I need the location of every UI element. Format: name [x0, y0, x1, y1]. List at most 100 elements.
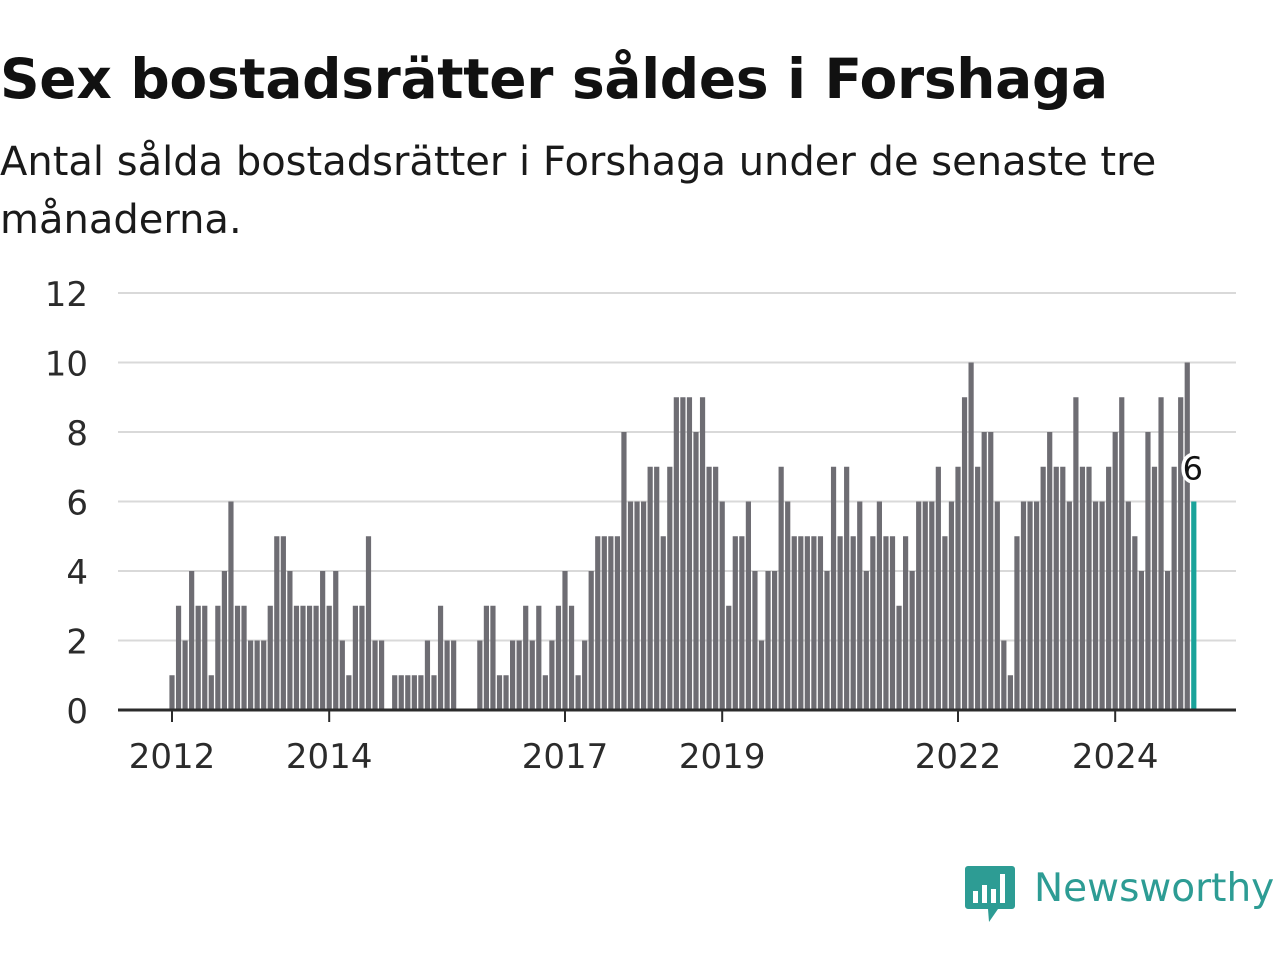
bar — [1007, 675, 1013, 710]
bar — [208, 675, 214, 710]
y-axis-labels: 0 2 4 6 8 10 12 — [45, 275, 88, 732]
bar — [870, 536, 876, 710]
x-tick-label: 2019 — [679, 737, 766, 777]
bar — [1112, 432, 1118, 710]
bar — [614, 536, 620, 710]
bar — [883, 536, 889, 710]
bar — [889, 536, 896, 710]
logo-wordmark: Newsworthy — [1034, 866, 1275, 911]
bar — [719, 501, 725, 710]
bar — [523, 605, 529, 710]
bar — [536, 605, 542, 710]
bar — [1151, 466, 1158, 710]
bar — [634, 501, 640, 710]
bar — [929, 501, 935, 710]
bar — [418, 675, 424, 710]
bar — [752, 571, 758, 710]
x-tick-label: 2022 — [915, 737, 1002, 777]
bar — [948, 501, 955, 710]
bar — [673, 397, 679, 710]
y-tick-label: 2 — [66, 623, 88, 663]
bar — [654, 466, 660, 710]
bar — [863, 571, 869, 710]
y-tick-label: 12 — [45, 275, 88, 315]
bar — [411, 675, 417, 710]
bar — [379, 640, 385, 710]
bar — [772, 571, 778, 710]
bar — [1171, 466, 1177, 710]
bar — [510, 640, 516, 710]
bar — [1184, 362, 1190, 710]
bar — [568, 605, 575, 710]
bar — [981, 432, 987, 710]
x-tick-label: 2012 — [129, 737, 216, 777]
bar — [713, 466, 719, 710]
bar — [182, 640, 188, 710]
bar — [352, 605, 358, 710]
highlight-value-label: 6 — [1183, 450, 1203, 488]
bar — [988, 432, 994, 710]
newsworthy-logo: Newsworthy — [964, 864, 1276, 926]
bar — [346, 675, 352, 710]
bar — [444, 640, 450, 710]
bar — [693, 432, 699, 710]
bar — [1020, 501, 1027, 710]
bar — [254, 640, 260, 710]
bar — [575, 675, 581, 710]
bar — [326, 605, 332, 710]
bar — [1165, 571, 1171, 710]
bar — [647, 466, 653, 710]
bar — [1138, 571, 1144, 710]
bar — [359, 605, 365, 710]
bar — [601, 536, 607, 710]
highlight-annotation: 6 — [1179, 446, 1206, 491]
bar — [804, 536, 810, 710]
bar — [300, 605, 306, 710]
bar-highlight — [1191, 501, 1197, 710]
bar — [372, 640, 378, 710]
x-tick-label: 2017 — [522, 737, 609, 777]
bar — [516, 640, 522, 710]
bar — [261, 640, 267, 710]
bar — [490, 605, 496, 710]
x-tick-label: 2024 — [1072, 737, 1159, 777]
y-tick-label: 4 — [66, 553, 88, 593]
bar — [280, 536, 286, 710]
bar — [621, 432, 627, 710]
bar — [994, 501, 1000, 710]
bar — [424, 640, 431, 710]
logo-icon — [965, 866, 1015, 922]
bar — [451, 640, 457, 710]
bar — [437, 605, 444, 710]
bar — [699, 397, 706, 710]
bar — [542, 675, 548, 710]
bar — [1001, 640, 1007, 710]
bar — [726, 605, 732, 710]
bar — [306, 605, 313, 710]
bar — [392, 675, 398, 710]
bar-chart: 0 2 4 6 8 10 12 2012 2014 2017 2019 2022 2024 6 — [45, 275, 1236, 777]
bar — [595, 536, 601, 710]
bar — [1060, 466, 1066, 710]
bar — [1092, 501, 1099, 710]
bar — [739, 536, 745, 710]
bar — [287, 571, 293, 710]
bar — [1119, 397, 1125, 710]
bar — [1014, 536, 1020, 710]
bar — [483, 605, 489, 710]
y-tick-label: 10 — [45, 345, 88, 385]
bar — [608, 536, 614, 710]
bar — [431, 675, 437, 710]
bar — [293, 605, 300, 710]
bar — [529, 640, 535, 710]
bar — [778, 466, 784, 710]
bar — [333, 571, 339, 710]
bar — [189, 571, 195, 710]
bar — [1034, 501, 1040, 710]
bar — [503, 675, 509, 710]
bar — [942, 536, 948, 710]
bar — [680, 397, 686, 710]
bar — [221, 571, 227, 710]
bar — [234, 605, 241, 710]
bar — [195, 605, 201, 710]
